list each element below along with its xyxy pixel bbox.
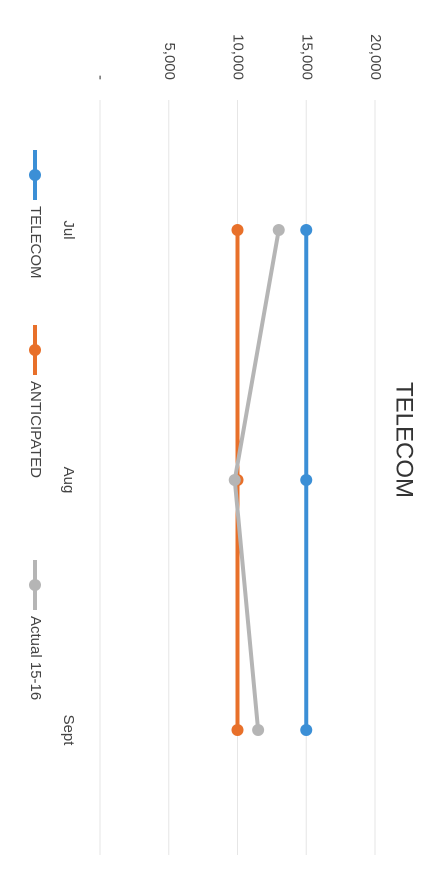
data-point	[300, 224, 313, 236]
legend-marker	[29, 344, 41, 356]
data-point	[228, 474, 241, 486]
legend-marker	[29, 579, 41, 591]
legend-label: ANTICIPATED	[27, 381, 44, 478]
rotated-chart: TELECOM - 5,000 10,000 15,000 20,000 Jul Aug Se…	[27, 34, 418, 855]
x-tick-label: Jul	[60, 220, 77, 239]
data-point	[300, 474, 313, 486]
y-tick-label: 15,000	[298, 34, 315, 80]
data-point	[231, 724, 244, 736]
data-point	[272, 224, 285, 236]
data-point	[231, 224, 244, 236]
legend-marker	[29, 169, 41, 181]
data-point	[252, 724, 265, 736]
x-tick-label: Sept	[60, 715, 77, 747]
data-point	[300, 724, 313, 736]
y-tick-label: 10,000	[230, 34, 247, 80]
y-tick-label: -	[92, 75, 109, 80]
chart-title: TELECOM	[391, 382, 418, 498]
x-tick-label: Aug	[60, 467, 77, 494]
y-tick-label: 20,000	[367, 34, 384, 80]
legend-label: Actual 15-16	[27, 616, 44, 700]
legend-label: TELECOM	[27, 206, 44, 279]
y-tick-label: 5,000	[161, 42, 178, 80]
